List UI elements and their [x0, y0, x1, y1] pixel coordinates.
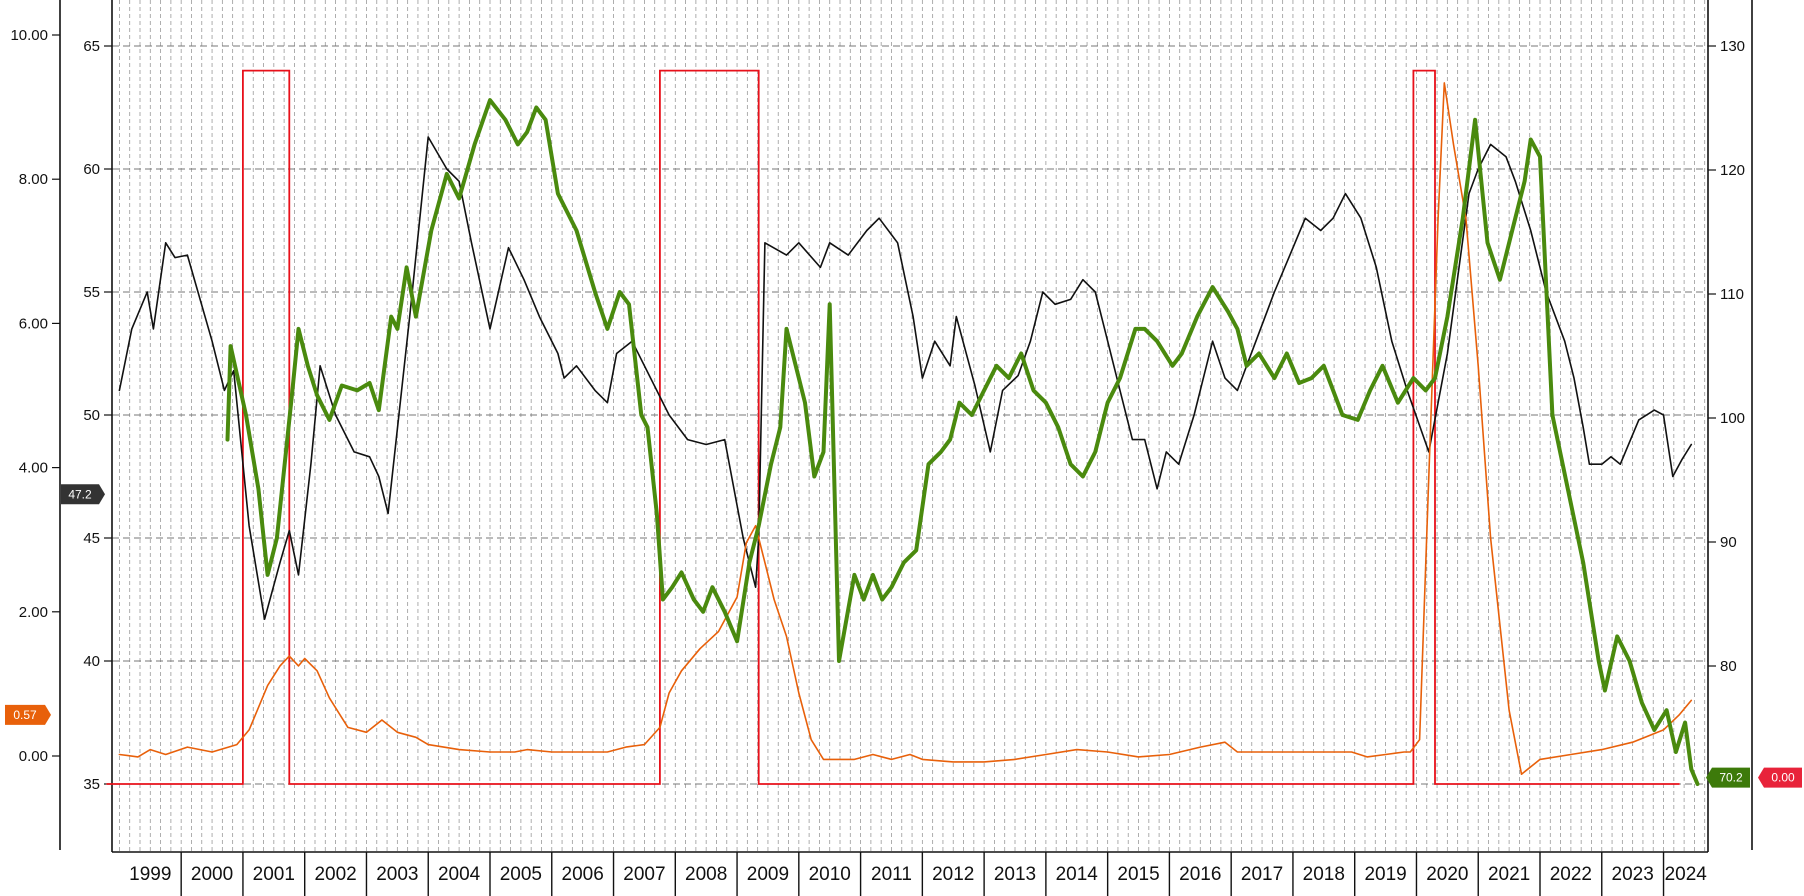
- badge-red: 0.00: [1758, 767, 1802, 788]
- year-label: 2023: [1612, 864, 1654, 885]
- right-tick-label: 80: [1720, 658, 1737, 675]
- badge-green-shape: [1706, 767, 1750, 788]
- right-tick-label: 90: [1720, 534, 1737, 551]
- year-label: 2021: [1488, 864, 1530, 885]
- year-label: 2019: [1364, 864, 1406, 885]
- badge-red-shape: [1758, 767, 1802, 788]
- left-outer-tick-label: 6.00: [19, 315, 48, 332]
- year-label: 2005: [500, 864, 542, 885]
- badge-green: 70.2: [1706, 767, 1750, 788]
- year-label: 2018: [1303, 864, 1345, 885]
- left-inner-tick-label: 65: [83, 38, 100, 55]
- year-label: 2008: [685, 864, 727, 885]
- year-label: 2001: [253, 864, 295, 885]
- year-label: 2017: [1241, 864, 1283, 885]
- left-outer-tick-label: 0.00: [19, 748, 48, 765]
- year-label: 2024: [1665, 864, 1708, 885]
- year-label: 2013: [994, 864, 1036, 885]
- year-label: 2015: [1117, 864, 1159, 885]
- left-inner-tick-label: 35: [83, 776, 100, 793]
- value-badges: 47.2 0.57 70.2 0.00: [5, 484, 1802, 788]
- badge-red-label: 0.00: [1771, 771, 1795, 785]
- year-label: 2002: [314, 864, 356, 885]
- right-tick-label: 120: [1720, 162, 1745, 179]
- year-label: 2006: [562, 864, 604, 885]
- year-label: 2007: [623, 864, 665, 885]
- year-label: 2016: [1179, 864, 1221, 885]
- right-tick-label: 110: [1720, 286, 1744, 303]
- year-label: 1999: [129, 864, 171, 885]
- series-line-orange: [118, 82, 1693, 776]
- badge-black: 47.2: [61, 484, 105, 505]
- year-label: 2004: [438, 864, 481, 885]
- badge-orange-shape: [5, 704, 51, 725]
- year-label: 2022: [1550, 864, 1592, 885]
- badge-green-label: 70.2: [1719, 771, 1743, 785]
- left-inner-tick-label: 55: [83, 284, 100, 301]
- year-label: 2014: [1056, 864, 1099, 885]
- right-tick-label: 130: [1720, 38, 1745, 55]
- left-inner-tick-label: 60: [83, 161, 100, 178]
- series-line-black: [118, 136, 1693, 621]
- right-tick-label: 100: [1720, 410, 1745, 427]
- series-line-recession: [106, 69, 1680, 785]
- year-label: 2003: [376, 864, 418, 885]
- year-label: 2020: [1426, 864, 1468, 885]
- left-outer-tick-label: 2.00: [19, 604, 48, 621]
- badge-black-label: 47.2: [68, 487, 92, 501]
- badge-black-shape: [61, 484, 105, 505]
- badge-orange: 0.57: [5, 704, 51, 725]
- grid: [112, 0, 1708, 852]
- left-outer-tick-label: 4.00: [19, 460, 48, 477]
- left-inner-tick-label: 40: [83, 653, 100, 670]
- series-line-green: [225, 98, 1700, 786]
- left-inner-tick-label: 45: [83, 530, 100, 547]
- series-lines: [106, 69, 1700, 786]
- axes: 0.00 2.00 4.00 6.00 8.00 10.00 35 40 45 50 55 60 65 8…: [10, 0, 1753, 896]
- badge-orange-label: 0.57: [13, 708, 37, 722]
- year-label: 2011: [871, 864, 912, 885]
- left-inner-tick-label: 50: [83, 407, 100, 424]
- year-label: 2012: [932, 864, 974, 885]
- left-outer-tick-label: 8.00: [19, 171, 48, 188]
- year-label: 2010: [809, 864, 851, 885]
- left-outer-tick-label: 10.00: [10, 27, 48, 44]
- year-label: 2009: [747, 864, 789, 885]
- year-label: 2000: [191, 864, 233, 885]
